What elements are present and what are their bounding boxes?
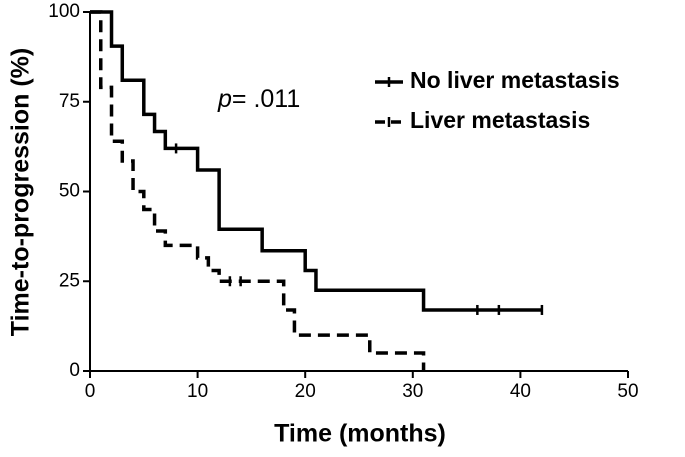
- legend-label: Liver metastasis: [410, 107, 590, 133]
- survival-line: [90, 10, 426, 371]
- x-axis-label: Time (months): [274, 420, 446, 448]
- x-tick-label: 10: [187, 381, 208, 402]
- y-tick-label: 75: [59, 91, 80, 112]
- x-tick-label: 40: [510, 381, 531, 402]
- y-tick-label: 50: [59, 181, 80, 202]
- x-tick-label: 50: [617, 381, 638, 402]
- annotation-italic: p: [217, 85, 232, 113]
- y-axis-label: Time-to-progression (%): [7, 48, 35, 336]
- annotation-text: = .011: [232, 85, 300, 113]
- x-tick-label: 20: [295, 381, 316, 402]
- annotation: p= .011: [217, 85, 300, 113]
- y-tick-label: 25: [59, 270, 80, 291]
- y-tick-label: 100: [48, 1, 80, 22]
- x-tick-label: 0: [85, 381, 96, 402]
- legend-label: No liver metastasis: [410, 67, 620, 93]
- survival-line: [90, 10, 542, 312]
- y-tick-label: 0: [69, 360, 80, 381]
- x-tick-label: 30: [402, 381, 423, 402]
